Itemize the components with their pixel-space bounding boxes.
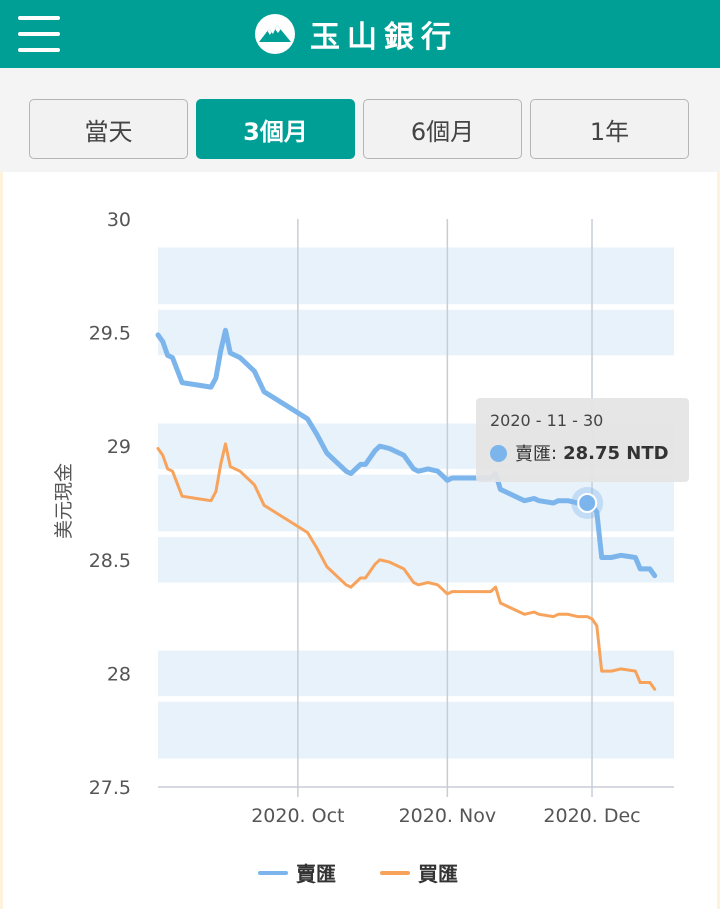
plot-band [158,537,674,583]
tab-3-months[interactable]: 3個月 [196,99,355,159]
mountain-logo-icon [255,14,295,54]
tab-1-year[interactable]: 1年 [530,99,689,159]
series-line-buy[interactable] [156,442,657,691]
y-tick-labels: 30 29.5 29 28.5 28 27.5 [89,209,131,799]
chart-legend: 賣匯 買匯 [0,858,720,888]
tooltip-series-label: 賣匯 [515,444,551,465]
tooltip-value: 28.75 NTD [563,442,669,464]
y-tick-label: 28 [107,663,131,685]
tooltip-date: 2020 - 11 - 30 [490,411,604,430]
brand-name: 玉山銀行 [310,20,458,55]
plot-band [158,701,674,759]
tooltip-row: 賣匯: 28.75 NTD [490,440,689,466]
brand[interactable]: 玉山銀行 [254,12,458,56]
plot-band [158,247,674,305]
y-tick-label: 29 [107,436,131,458]
highlight-marker[interactable] [577,493,598,513]
series-dot-icon [490,444,507,462]
x-tick-label: 2020. Dec [543,805,640,827]
x-tick-labels: 2020. Oct 2020. Nov 2020. Dec [251,805,640,827]
highlighted-point [571,487,604,519]
menu-bar [18,32,60,36]
hamburger-menu-icon[interactable] [18,14,62,54]
legend-label: 賣匯 [296,862,336,886]
legend-item-sell[interactable]: 賣匯 [258,858,336,887]
plot-bands [158,247,674,759]
y-tick-label: 27.5 [89,777,131,799]
plot-band [158,309,674,356]
y-axis-title: 美元現金 [53,463,75,539]
x-tick-label: 2020. Oct [251,805,344,827]
y-tick-label: 28.5 [89,550,131,572]
menu-bar [18,16,60,20]
legend-swatch-icon [258,870,288,875]
chart-tooltip: 2020 - 11 - 30 賣匯: 28.75 NTD [476,398,689,482]
tab-6-months[interactable]: 6個月 [363,99,522,159]
y-tick-label: 29.5 [89,323,131,345]
legend-label: 買匯 [418,862,458,886]
tab-today[interactable]: 當天 [29,99,188,159]
y-tick-label: 30 [107,209,131,231]
plot-band [158,650,674,697]
x-tick-label: 2020. Nov [399,805,497,827]
app-header: 玉山銀行 [0,0,720,68]
menu-bar [18,48,60,52]
legend-item-buy[interactable]: 買匯 [380,858,458,887]
tooltip-colon: : [551,442,558,464]
time-range-selector: 當天 3個月 6個月 1年 [0,68,720,172]
exchange-rate-chart: 30 29.5 29 28.5 28 27.5 2020. Oct 2020. Nov 202… [0,172,720,909]
legend-swatch-icon [380,870,410,875]
